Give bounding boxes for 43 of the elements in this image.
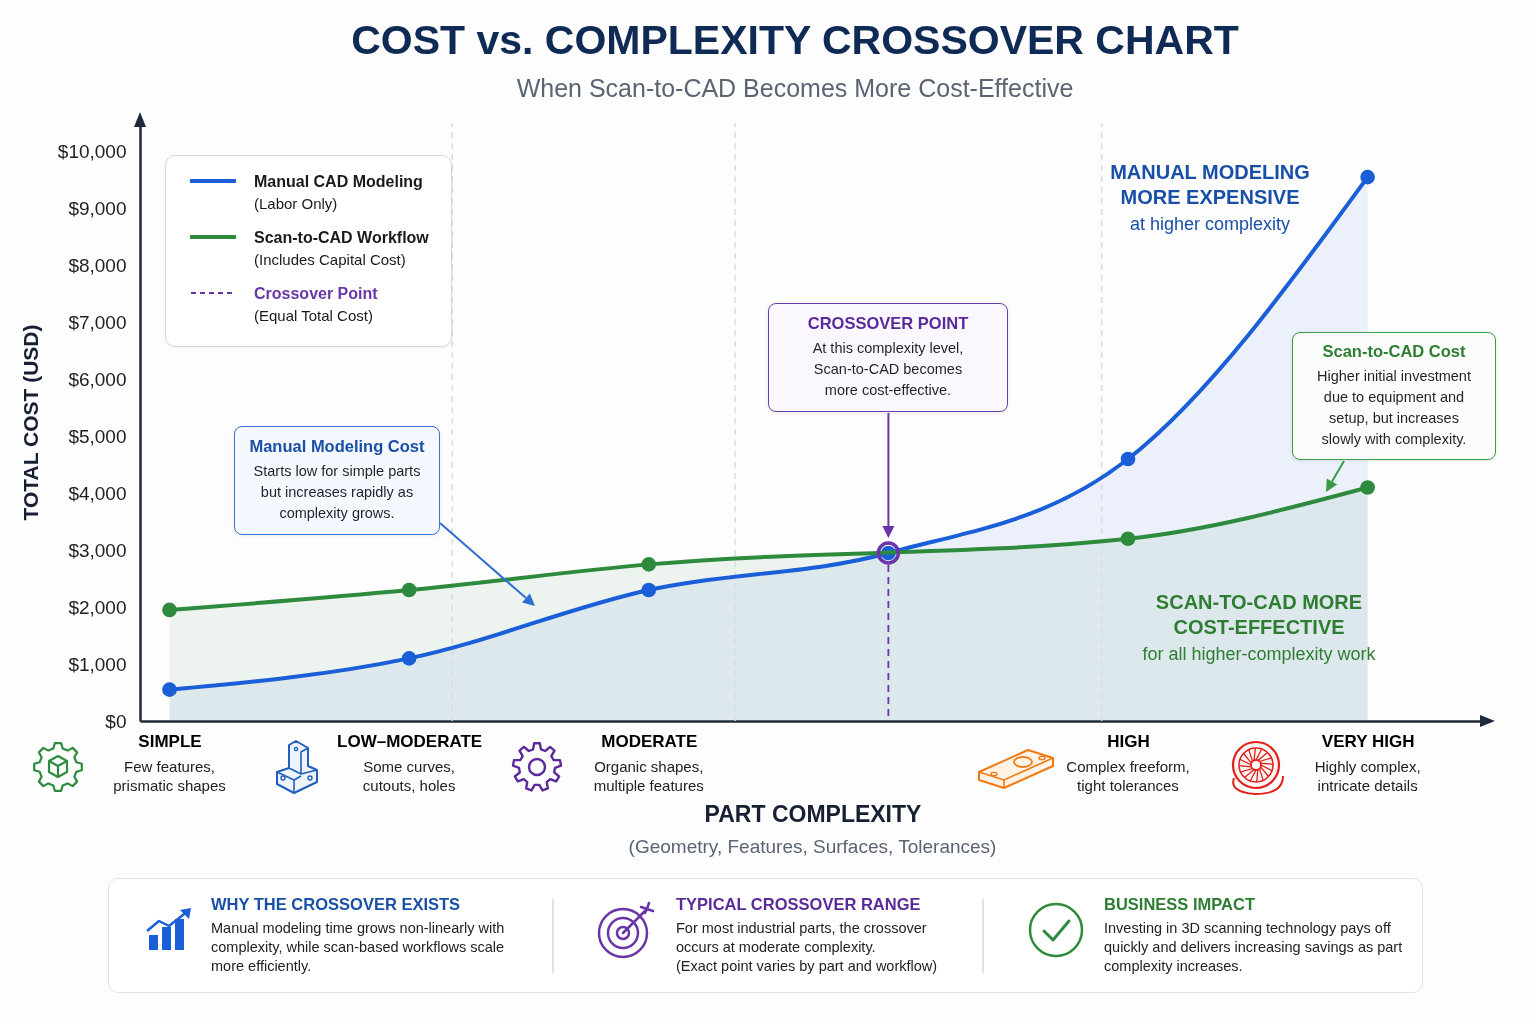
y-tick-label: $8,000 <box>68 254 127 276</box>
text: Highly complex, intricate details <box>1313 757 1422 795</box>
annotation: MANUAL MODELING MORE EXPENSIVE <box>1109 160 1311 210</box>
annotation: Higher initial investment due to equipment and setup, but increases slowly with complexity. <box>1316 367 1472 449</box>
callout-box: CROSSOVER POINT At this complexity level, Scan-to-CAD becomes more cost-effective. <box>768 303 1008 412</box>
legend-label: Scan-to-CAD Workflow (Includes Capital Cost) <box>254 228 429 270</box>
x-tick-label: HIGH <box>1107 731 1150 751</box>
annotation: at higher complexity <box>1128 213 1292 236</box>
x-tick-label: VERY HIGH <box>1321 731 1415 751</box>
text: Few features, prismatic shapes <box>112 757 227 795</box>
annotation: SCAN-TO-CAD MORE COST-EFFECTIVE <box>1154 590 1364 640</box>
y-tick-label: $0 <box>105 710 127 732</box>
y-tick-label: $1,000 <box>68 653 127 675</box>
annotation: Starts low for simple parts but increases rapidly as complexity grows. <box>252 462 422 523</box>
y-axis-title: TOTAL COST (USD) <box>18 324 42 521</box>
legend-label: Crossover Point (Equal Total Cost) <box>254 284 378 326</box>
chart-title: COST vs. COMPLEXITY CROSSOVER CHART <box>351 17 1239 64</box>
x-tick-label: SIMPLE <box>138 731 202 751</box>
y-tick-label: $4,000 <box>68 482 127 504</box>
text: Organic shapes, multiple features <box>592 757 705 795</box>
y-tick-label: $10,000 <box>57 140 127 162</box>
x-tick-label: LOW–MODERATE <box>337 731 483 751</box>
y-tick-label: $9,000 <box>68 197 127 219</box>
x-tick-label: MODERATE <box>601 731 698 751</box>
info-panel: WHY THE CROSSOVER EXISTS Manual modeling time grows non-linearly with complexity, while scan-based workflows scale more efficiently. TYPICAL CROSSOVER RANGE For most industrial parts, the crossover occurs at moderate complexity. (Exact point varies by part and workflow) BUSINESS IMPACT Investing in 3D scanning technology pays off quickly and delivers increasing savings as part complexity increases. <box>108 878 1423 993</box>
annotation: for all higher-complexity work <box>1141 643 1377 666</box>
y-tick-label: $7,000 <box>68 311 127 333</box>
annotation: CROSSOVER POINT <box>806 314 970 333</box>
x-axis-title: PART COMPLEXITY <box>704 800 922 827</box>
y-tick-label: $6,000 <box>68 368 127 390</box>
y-tick-label: $3,000 <box>68 539 127 561</box>
annotation: At this complexity level, Scan-to-CAD becomes more cost-effective. <box>811 339 965 400</box>
annotation: Scan-to-CAD Cost <box>1321 342 1467 361</box>
callout-box: Manual Modeling Cost Starts low for simple parts but increases rapidly as complexity grows. <box>234 426 440 535</box>
text: Some curves, cutouts, holes <box>361 757 457 795</box>
annotation: Manual Modeling Cost <box>248 437 426 456</box>
y-tick-label: $5,000 <box>68 425 127 447</box>
y-tick-label: $2,000 <box>68 596 127 618</box>
chart-subtitle: When Scan-to-CAD Becomes More Cost-Effective <box>516 74 1074 103</box>
callout-box: Scan-to-CAD Cost Higher initial investment due to equipment and setup, but increases slowly with complexity. <box>1292 332 1496 460</box>
legend-label: Manual CAD Modeling (Labor Only) <box>254 172 423 214</box>
text: (Geometry, Features, Surfaces, Tolerances) <box>627 836 998 858</box>
text: Complex freeform, tight tolerances <box>1065 757 1191 795</box>
